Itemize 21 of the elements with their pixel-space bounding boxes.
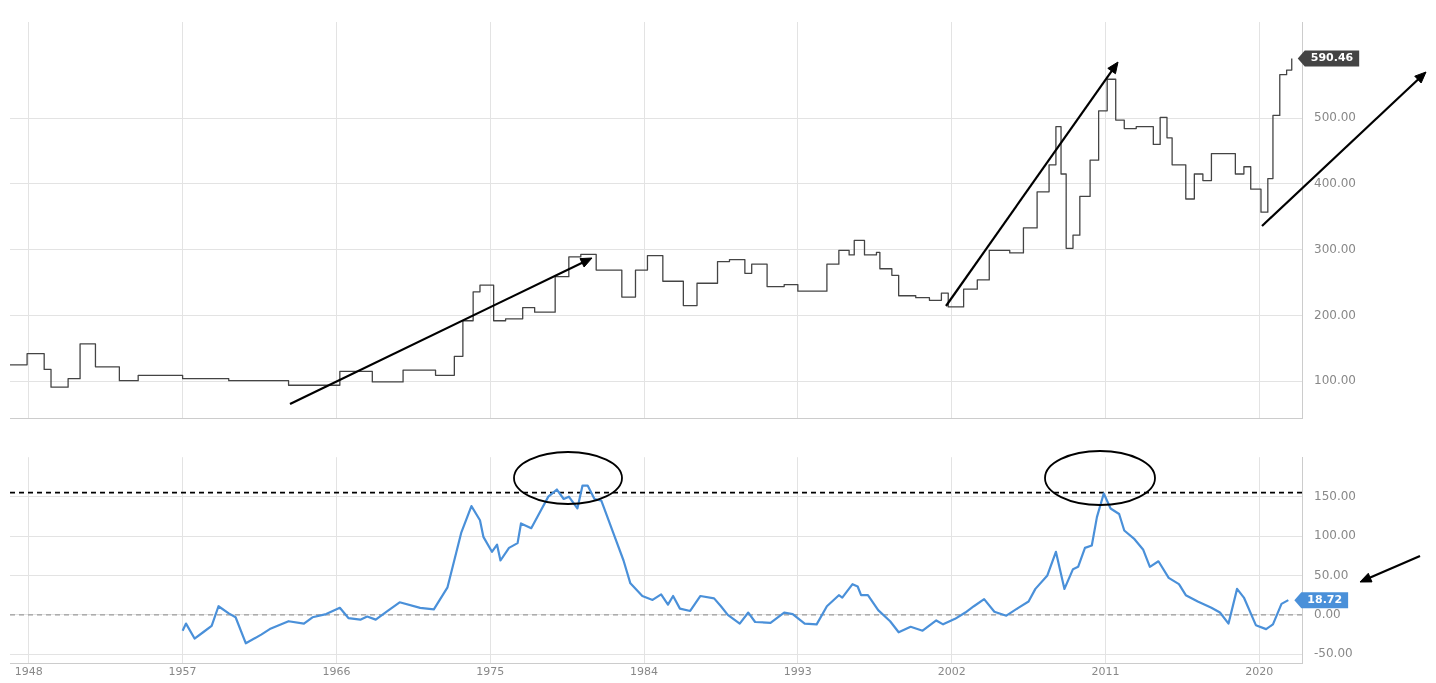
y-tick-label: 100.00 xyxy=(1314,528,1356,543)
x-tick-label: 2002 xyxy=(937,665,966,679)
x-tick-label: 2020 xyxy=(1245,665,1274,679)
x-tick-label: 1975 xyxy=(476,665,505,679)
x-tick-label: 1948 xyxy=(14,665,43,679)
y-tick-label: 0.00 xyxy=(1314,607,1341,622)
x-tick-label: 1984 xyxy=(630,665,659,679)
y-tick-label: 200.00 xyxy=(1314,307,1356,322)
data-label: 18.72 xyxy=(1307,593,1343,607)
x-tick-label: 1957 xyxy=(168,665,197,679)
y-tick-label: -50.00 xyxy=(1314,646,1353,661)
x-tick-label: 1993 xyxy=(783,665,812,679)
y-tick-label: 150.00 xyxy=(1314,488,1356,503)
data-label: 590.46 xyxy=(1310,51,1354,65)
y-tick-label: 500.00 xyxy=(1314,110,1356,125)
y-tick-label: 400.00 xyxy=(1314,176,1356,190)
y-tick-label: 50.00 xyxy=(1314,567,1349,582)
x-tick-label: 2011 xyxy=(1091,665,1120,679)
y-tick-label: 300.00 xyxy=(1314,241,1356,256)
y-tick-label: 100.00 xyxy=(1314,373,1356,388)
x-tick-label: 1966 xyxy=(322,665,351,679)
